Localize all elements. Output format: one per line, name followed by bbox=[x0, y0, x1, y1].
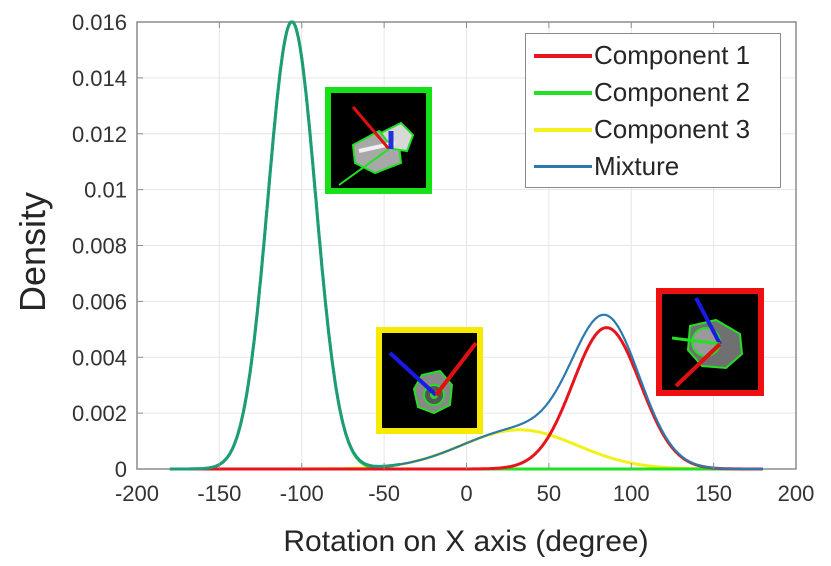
legend-label: Component 1 bbox=[594, 40, 751, 70]
inset-component-2-pose bbox=[325, 87, 432, 194]
x-axis-label: Rotation on X axis (degree) bbox=[283, 525, 648, 558]
legend: Component 1 Component 2 Component 3 Mixt… bbox=[525, 33, 781, 188]
pose-render-icon bbox=[338, 106, 415, 186]
legend-swatch-yellow bbox=[534, 128, 592, 132]
inset-component-1-pose bbox=[656, 288, 764, 396]
legend-label: Component 2 bbox=[594, 77, 751, 107]
y-tick-label: 0.016 bbox=[72, 10, 127, 35]
legend-swatch-red bbox=[534, 54, 592, 58]
y-tick-label: 0 bbox=[115, 457, 127, 482]
y-axis-label: Density bbox=[12, 192, 53, 312]
inset-component-3-pose bbox=[376, 327, 483, 434]
x-axis-ticks: -200 -150 -100 -50 0 50 100 150 200 bbox=[115, 22, 814, 506]
legend-swatch-blue bbox=[534, 165, 592, 168]
pose-render-icon bbox=[671, 297, 744, 388]
pose-render-icon bbox=[388, 341, 478, 415]
x-tick-label: 0 bbox=[460, 481, 472, 506]
x-tick-label: -200 bbox=[115, 481, 159, 506]
legend-item-mixture: Mixture bbox=[526, 148, 780, 184]
x-tick-label: 150 bbox=[695, 481, 732, 506]
x-tick-label: -50 bbox=[368, 481, 400, 506]
x-tick-label: 50 bbox=[537, 481, 561, 506]
y-tick-label: 0.002 bbox=[72, 401, 127, 426]
y-tick-label: 0.014 bbox=[72, 66, 127, 91]
y-tick-label: 0.004 bbox=[72, 345, 127, 370]
legend-item-component-1: Component 1 bbox=[526, 37, 780, 73]
x-tick-label: 200 bbox=[778, 481, 815, 506]
y-tick-label: 0.008 bbox=[72, 234, 127, 259]
legend-swatch-green bbox=[534, 91, 592, 95]
x-tick-label: 100 bbox=[613, 481, 650, 506]
y-tick-label: 0.01 bbox=[84, 178, 127, 203]
x-tick-label: -100 bbox=[280, 481, 324, 506]
curve-overlap-teal bbox=[169, 20, 400, 471]
legend-item-component-2: Component 2 bbox=[526, 74, 780, 110]
y-axis-ticks: 0 0.002 0.004 0.006 0.008 0.01 0.012 0.014 0.016 bbox=[72, 10, 143, 482]
legend-label: Component 3 bbox=[594, 114, 751, 144]
y-tick-label: 0.012 bbox=[72, 122, 127, 147]
x-tick-label: -150 bbox=[197, 481, 241, 506]
legend-item-component-3: Component 3 bbox=[526, 111, 780, 147]
legend-label: Mixture bbox=[594, 151, 680, 181]
y-tick-label: 0.006 bbox=[72, 289, 127, 314]
